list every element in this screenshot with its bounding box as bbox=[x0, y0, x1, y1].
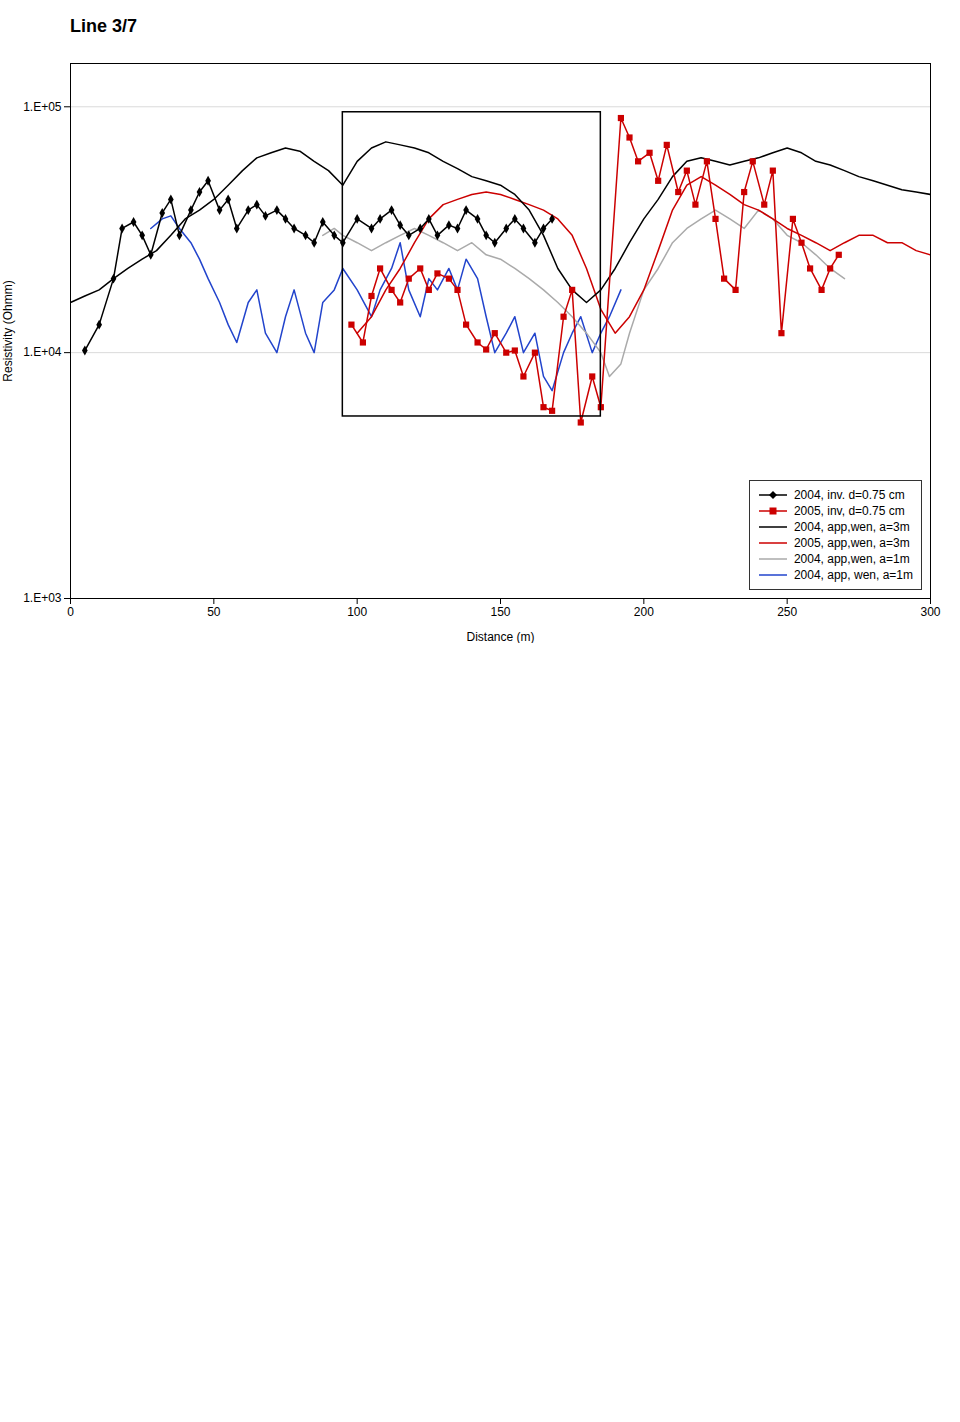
html-text:2004, app,wen, a=1m: 2004, app,wen, a=1m bbox=[793, 552, 910, 566]
svg-text:Distance (m): Distance (m) bbox=[466, 630, 534, 644]
html-text:2004, app, wen, a=1m: 2004, app, wen, a=1m bbox=[793, 568, 913, 582]
svg-text:300: 300 bbox=[920, 605, 940, 619]
svg-text:1.E+05: 1.E+05 bbox=[23, 100, 62, 114]
html-text:2004, inv. d=0.75 cm: 2004, inv. d=0.75 cm bbox=[793, 488, 905, 502]
html-text:2005, inv, d=0.75 cm: 2005, inv, d=0.75 cm bbox=[793, 504, 905, 518]
svg-text:50: 50 bbox=[207, 605, 221, 619]
svg-text:0: 0 bbox=[67, 605, 74, 619]
svg-text:250: 250 bbox=[777, 605, 797, 619]
svg-text:Resistivity (Ohmm): Resistivity (Ohmm) bbox=[1, 280, 15, 381]
html-text:Line 3/7: Line 3/7 bbox=[70, 16, 137, 36]
html-text:2004, app,wen, a=3m: 2004, app,wen, a=3m bbox=[793, 520, 910, 534]
svg-text:1.E+03: 1.E+03 bbox=[23, 591, 62, 605]
svg-text:150: 150 bbox=[490, 605, 510, 619]
svg-text:200: 200 bbox=[634, 605, 654, 619]
html-text:2005, app,wen, a=3m: 2005, app,wen, a=3m bbox=[793, 536, 910, 550]
svg-text:1.E+04: 1.E+04 bbox=[23, 345, 62, 359]
svg-text:100: 100 bbox=[347, 605, 367, 619]
